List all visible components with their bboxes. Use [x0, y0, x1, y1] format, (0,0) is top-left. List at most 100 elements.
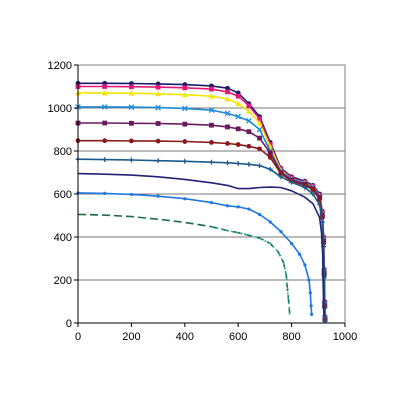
series-7-point-7: [225, 160, 230, 166]
series-5-point-2: [102, 120, 108, 126]
series-9-point-2: [103, 191, 107, 195]
series-1-line: [78, 82, 326, 317]
series-9-point-8: [236, 205, 240, 209]
series-6: [75, 138, 328, 323]
series-7-point-3: [129, 157, 134, 163]
y-tick-label-800: 800: [54, 146, 72, 158]
series-9-point-7: [225, 204, 230, 208]
series-9-point-14: [298, 252, 302, 256]
series-4-point-2: [101, 104, 108, 110]
series-9-line: [77, 192, 313, 315]
series-3-point-5: [182, 91, 188, 98]
series-11: [211, 225, 291, 315]
series-7-point-9: [246, 161, 252, 167]
series-7-point-21: [322, 318, 328, 324]
series-3-point-3: [128, 90, 135, 96]
series-2-point-10: [257, 116, 262, 122]
series-2-point-3: [129, 84, 134, 90]
series-6-point-2: [102, 138, 108, 144]
series-5-point-8: [235, 126, 241, 132]
series-9-point-12: [279, 230, 283, 234]
series-9-point-11: [268, 220, 272, 224]
series-5-point-6: [209, 122, 214, 128]
series-7-point-15: [310, 191, 316, 197]
series-1-point-7: [225, 85, 230, 91]
series-7-point-4: [155, 158, 161, 164]
series-7-point-10: [257, 163, 262, 169]
series-7-point-13: [289, 179, 294, 185]
series-6-point-4: [155, 138, 161, 144]
series-layer: [75, 80, 328, 324]
y-tick-label-1200: 1200: [48, 60, 72, 72]
series-9-point-16: [307, 278, 311, 282]
series-8: [77, 172, 325, 317]
series-6-point-7: [225, 141, 230, 146]
series-6-point-10: [257, 146, 262, 152]
y-tick-label-400: 400: [54, 232, 72, 244]
x-tick-label-1000: 1000: [333, 331, 357, 343]
series-3-point-9: [246, 108, 252, 114]
series-7-point-6: [209, 159, 214, 165]
x-tick-label-800: 800: [282, 331, 300, 343]
series-9-point-13: [290, 241, 294, 246]
series-11-line: [211, 225, 291, 315]
series-6-point-6: [209, 140, 214, 145]
series-3-point-6: [208, 93, 215, 99]
series-1: [75, 80, 328, 319]
series-6-point-15: [310, 187, 316, 193]
series-7-point-12: [278, 174, 284, 180]
series-2-point-9: [246, 103, 252, 109]
series-2-line: [78, 85, 326, 318]
series-5-point-11: [267, 150, 273, 156]
series-2-point-4: [155, 84, 161, 90]
series-7-point-11: [267, 166, 273, 172]
series-2-point-7: [225, 89, 230, 95]
series-4-point-9: [246, 118, 252, 124]
series-4-point-10: [256, 126, 263, 133]
series-6-point-16: [317, 196, 323, 202]
series-2: [75, 84, 328, 321]
y-tick-label-200: 200: [54, 275, 72, 287]
series-9: [76, 191, 314, 316]
series-4-point-4: [155, 104, 161, 111]
y-tick-label-1000: 1000: [48, 103, 72, 115]
series-9-point-3: [129, 192, 133, 197]
series-5-point-4: [155, 121, 161, 126]
y-tick-label-0: 0: [66, 318, 72, 330]
series-5-point-7: [225, 124, 230, 130]
series-3-point-7: [224, 95, 231, 102]
series-6-point-9: [246, 143, 252, 149]
series-9-point-17: [308, 291, 312, 295]
x-tick-label-200: 200: [122, 331, 140, 343]
series-9-point-15: [303, 263, 307, 267]
series-4-point-8: [235, 113, 242, 120]
series-5-point-9: [246, 129, 252, 135]
series-7-point-14: [302, 185, 308, 190]
series-5-point-5: [182, 121, 188, 127]
series-7-point-2: [102, 157, 108, 162]
series-10-line: [77, 213, 291, 315]
series-4-point-3: [128, 104, 135, 110]
series-2-point-5: [182, 85, 188, 91]
series-3-point-10: [256, 120, 263, 126]
series-6-point-11: [267, 155, 273, 160]
series-4: [75, 104, 328, 322]
series-6-point-3: [129, 138, 134, 144]
series-2-point-2: [102, 84, 108, 89]
series-3-point-8: [235, 100, 241, 107]
x-tick-label-0: 0: [75, 331, 81, 343]
series-3-line: [78, 92, 326, 319]
series-9-point-6: [209, 201, 214, 205]
series-8-line: [77, 172, 325, 317]
x-tick-label-400: 400: [176, 331, 194, 343]
series-9-point-9: [247, 207, 251, 211]
series-3-point-4: [155, 90, 161, 97]
series-6-point-8: [235, 142, 241, 147]
y-tick-label-600: 600: [54, 189, 72, 201]
series-5-point-3: [129, 120, 134, 126]
series-4-point-7: [224, 110, 231, 117]
series-9-point-19: [310, 312, 314, 316]
series-3-point-2: [101, 89, 108, 96]
